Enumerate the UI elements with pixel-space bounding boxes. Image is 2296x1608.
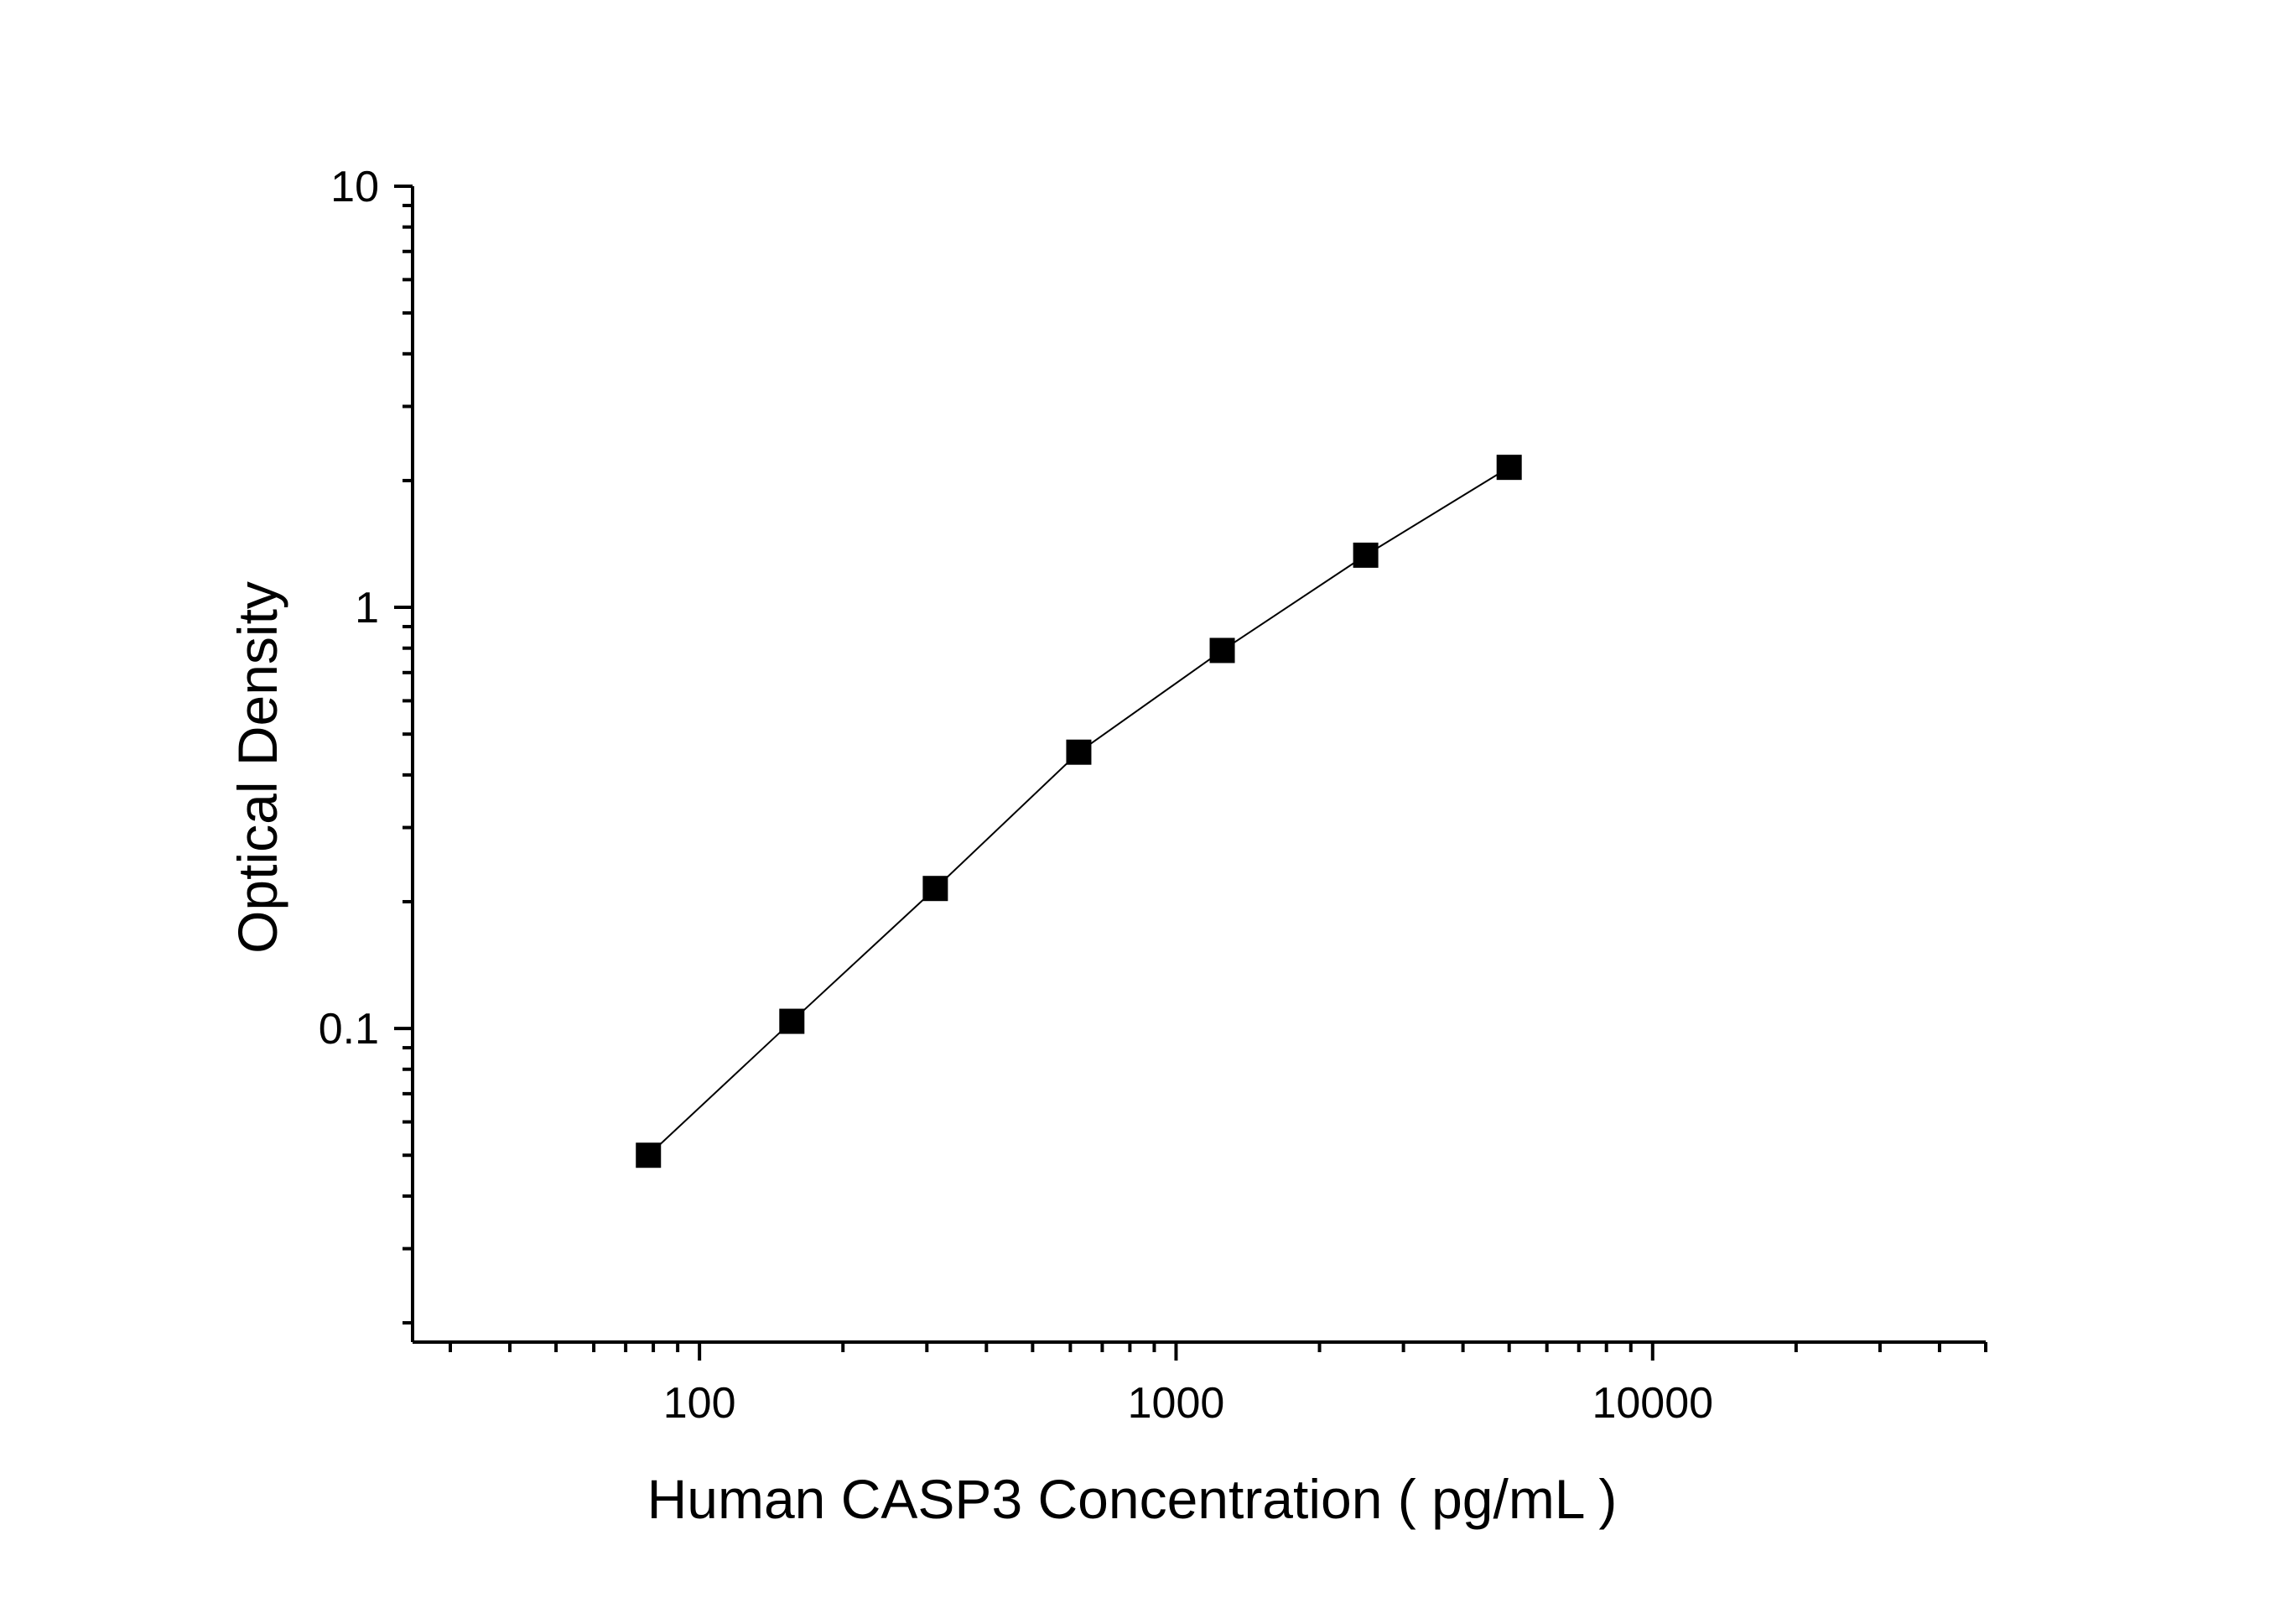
ticks: 100 1000 10000 0.1 1 10 bbox=[319, 163, 1987, 1428]
y-tick-label: 1 bbox=[355, 584, 379, 632]
x-tick-label: 10000 bbox=[1592, 1379, 1713, 1428]
data-point bbox=[1209, 637, 1235, 663]
data-point bbox=[1066, 739, 1092, 765]
data-point bbox=[1353, 542, 1379, 568]
x-tick-label: 1000 bbox=[1128, 1379, 1225, 1428]
series-line bbox=[647, 466, 1510, 1156]
y-tick-label: 0.1 bbox=[319, 1005, 379, 1054]
series-line-group bbox=[647, 466, 1510, 1156]
data-point bbox=[922, 876, 948, 902]
axes bbox=[411, 186, 1986, 1344]
data-point bbox=[1496, 455, 1522, 481]
y-tick-label: 10 bbox=[330, 163, 379, 211]
x-tick-label: 100 bbox=[663, 1379, 736, 1428]
data-point bbox=[636, 1142, 662, 1168]
data-point bbox=[779, 1008, 805, 1034]
x-axis-title: Human CASP3 Concentration ( pg/mL ) bbox=[647, 1468, 1618, 1530]
y-axis-title: Optical Density bbox=[226, 581, 288, 954]
series-markers bbox=[636, 455, 1522, 1168]
